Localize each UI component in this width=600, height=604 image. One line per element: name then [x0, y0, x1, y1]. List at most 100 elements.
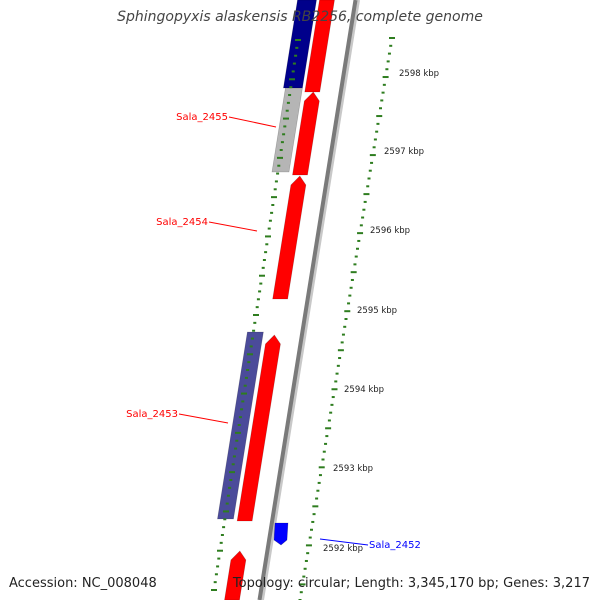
scale-tick-outer — [382, 83, 386, 86]
scale-tick-inner — [276, 172, 280, 175]
scale-tick-outer — [366, 185, 370, 188]
scale-tick-inner — [244, 376, 248, 379]
scale-tick-outer — [354, 255, 358, 258]
gene-label[interactable]: Sala_2452 — [369, 540, 421, 551]
scale-tick-inner — [240, 408, 244, 411]
scale-tick-inner — [277, 156, 283, 159]
scale-tick-inner — [271, 204, 275, 206]
scale-tick-outer — [349, 286, 353, 289]
scale-tick-inner — [259, 274, 265, 277]
scale-tick-inner — [255, 306, 259, 309]
scale-tick-outer — [303, 567, 307, 570]
scale-tick-outer — [343, 325, 347, 328]
scale-tick-inner — [252, 329, 256, 332]
scale-tick-inner — [289, 86, 293, 89]
scale-tick-inner — [264, 251, 268, 254]
scale-tick-label: 2593 kbp — [333, 464, 373, 474]
gene-bar-grey[interactable] — [271, 87, 303, 173]
scale-tick-inner — [280, 141, 284, 144]
scale-tick-inner — [283, 117, 289, 120]
scale-tick-outer — [316, 489, 320, 492]
scale-tick-outer — [375, 130, 379, 133]
scale-tick-outer — [359, 224, 363, 227]
scale-tick-outer — [344, 318, 348, 320]
scale-tick-outer — [325, 427, 332, 430]
scale-tick-inner — [229, 479, 233, 481]
backbone-shadow — [261, 0, 360, 601]
scale-tick-outer — [386, 60, 390, 63]
scale-tick-outer — [350, 278, 354, 281]
scale-tick-label: 2595 kbp — [357, 306, 397, 316]
gene-bar-sala-2453[interactable] — [236, 334, 281, 522]
scale-tick-outer — [341, 333, 345, 336]
scale-tick-outer — [324, 442, 328, 445]
scale-tick-inner — [213, 581, 217, 584]
scale-tick-outer — [306, 552, 310, 555]
scale-tick-inner — [243, 384, 247, 387]
scale-tick-outer — [304, 559, 308, 562]
scale-tick-outer — [348, 294, 352, 297]
scale-tick-outer — [367, 177, 371, 180]
scale-tick-inner — [250, 337, 254, 340]
scale-tick-inner — [270, 211, 274, 214]
scale-tick-outer — [334, 380, 338, 383]
scale-tick-outer — [305, 544, 312, 547]
scale-tick-outer — [312, 505, 319, 508]
gene-bar-sala-2454[interactable] — [272, 175, 307, 300]
scale-tick-label: 2594 kbp — [344, 385, 384, 395]
scale-tick-outer — [330, 403, 334, 406]
scale-tick-inner — [247, 353, 253, 356]
scale-tick-inner — [292, 62, 296, 65]
scale-tick-outer — [369, 154, 376, 157]
scale-tick-outer — [363, 200, 367, 203]
scale-tick-outer — [344, 310, 351, 313]
gene-label[interactable]: Sala_2453 — [126, 409, 178, 420]
accession-label: Accession: NC_008048 — [9, 576, 157, 591]
scale-tick-outer — [310, 528, 313, 531]
map-title: Sphingopyxis alaskensis RB2256, complete… — [117, 9, 483, 25]
scale-tick-label: 2592 kbp — [323, 544, 363, 554]
scale-tick-inner — [223, 518, 227, 521]
gene-leader-line — [208, 221, 258, 232]
gene-bar-sala-2452[interactable] — [273, 522, 289, 546]
scale-tick-outer — [356, 247, 359, 250]
scale-tick-outer — [370, 161, 374, 164]
scale-tick-inner — [286, 101, 290, 104]
scale-tick-outer — [362, 208, 366, 211]
scale-tick-inner — [271, 196, 277, 199]
scale-tick-outer — [312, 513, 316, 516]
scale-tick-inner — [282, 133, 286, 136]
gene-bar-sala-2455[interactable] — [292, 91, 320, 176]
scale-tick-outer — [389, 44, 393, 47]
scale-tick-inner — [232, 455, 236, 458]
scale-tick-inner — [261, 266, 265, 269]
scale-tick-outer — [361, 216, 365, 219]
scale-tick-outer — [318, 466, 325, 469]
scale-tick-inner — [247, 361, 251, 364]
scale-tick-inner — [294, 54, 298, 57]
scale-tick-outer — [327, 419, 331, 422]
scale-tick-inner — [267, 227, 271, 230]
gene-bar-forward-top[interactable] — [304, 0, 335, 93]
scale-tick-outer — [376, 115, 383, 118]
scale-tick-inner — [231, 463, 235, 466]
scale-tick-outer — [382, 76, 389, 79]
scale-tick-inner — [219, 541, 223, 544]
tick-layer — [211, 37, 395, 601]
scale-tick-outer — [325, 435, 329, 438]
scale-tick-outer — [311, 520, 315, 523]
scale-tick-inner — [289, 78, 295, 81]
gene-label[interactable]: Sala_2455 — [176, 112, 228, 123]
scale-tick-inner — [235, 431, 241, 434]
scale-tick-outer — [331, 388, 338, 391]
backbone-line — [257, 0, 358, 601]
scale-tick-inner — [283, 125, 287, 128]
scale-tick-label: 2596 kbp — [370, 226, 410, 236]
gene-leader-line — [319, 538, 369, 546]
scale-tick-outer — [376, 122, 380, 125]
gene-bar-forward-bottom[interactable] — [224, 550, 247, 601]
scale-tick-outer — [389, 37, 395, 39]
scale-tick-outer — [373, 138, 377, 141]
gene-label[interactable]: Sala_2454 — [156, 217, 208, 228]
scale-tick-outer — [357, 232, 364, 235]
